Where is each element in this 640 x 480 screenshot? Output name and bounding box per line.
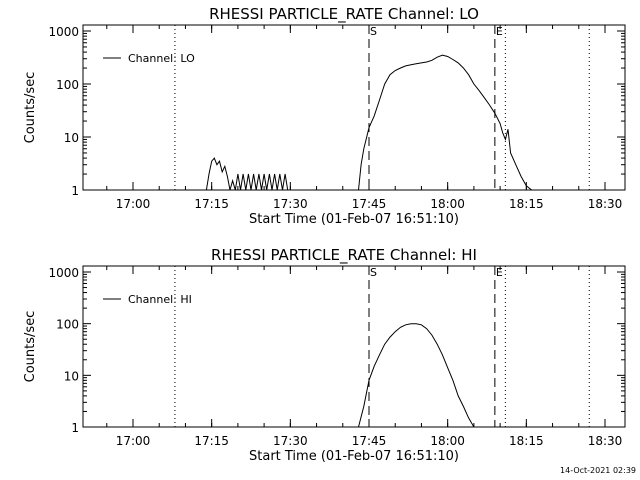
x-tick-label: 17:00 xyxy=(116,197,151,211)
legend-label-lo: Channel: LO xyxy=(128,52,195,65)
y-tick-label: 10 xyxy=(64,131,79,145)
start-marker-label: S xyxy=(370,25,377,38)
x-tick-label: 17:45 xyxy=(352,434,387,448)
end-marker-label: E xyxy=(496,266,503,279)
x-tick-label: 18:30 xyxy=(588,434,623,448)
y-tick-label: 1 xyxy=(71,421,79,435)
y-axis-label-hi: Counts/sec xyxy=(23,311,38,383)
chart-title-lo: RHESSI PARTICLE_RATE Channel: LO xyxy=(209,5,479,24)
end-marker-label: E xyxy=(496,25,503,38)
x-tick-label: 17:30 xyxy=(273,197,308,211)
y-tick-label: 100 xyxy=(56,318,79,332)
chart-title-hi: RHESSI PARTICLE_RATE Channel: HI xyxy=(211,246,477,265)
x-tick-label: 17:00 xyxy=(116,434,151,448)
series-line-hi xyxy=(358,323,475,428)
y-tick-label: 1 xyxy=(71,184,79,198)
footer-timestamp: 14-Oct-2021 02:39 xyxy=(560,466,636,475)
series-line-lo xyxy=(205,54,532,191)
start-marker-label: S xyxy=(370,266,377,279)
y-tick-label: 100 xyxy=(56,78,79,92)
y-tick-label: 1000 xyxy=(48,266,79,280)
x-tick-label: 17:30 xyxy=(273,434,308,448)
y-tick-label: 1000 xyxy=(48,25,79,39)
x-tick-label: 18:15 xyxy=(509,434,544,448)
x-tick-label: 18:00 xyxy=(430,197,465,211)
x-axis-label-lo: Start Time (01-Feb-07 16:51:10) xyxy=(249,212,459,227)
y-tick-label: 10 xyxy=(64,369,79,383)
plot-frame-hi xyxy=(82,265,626,428)
x-tick-label: 17:45 xyxy=(352,197,387,211)
x-tick-label: 18:00 xyxy=(430,434,465,448)
x-tick-label: 18:15 xyxy=(509,197,544,211)
legend-label-hi: Channel: HI xyxy=(128,293,192,306)
x-tick-label: 17:15 xyxy=(194,434,229,448)
x-tick-label: 18:30 xyxy=(588,197,623,211)
x-tick-label: 17:15 xyxy=(194,197,229,211)
x-axis-label-hi: Start Time (01-Feb-07 16:51:10) xyxy=(249,449,459,464)
y-axis-label-lo: Counts/sec xyxy=(23,72,38,144)
plot-frame-lo xyxy=(82,24,626,191)
